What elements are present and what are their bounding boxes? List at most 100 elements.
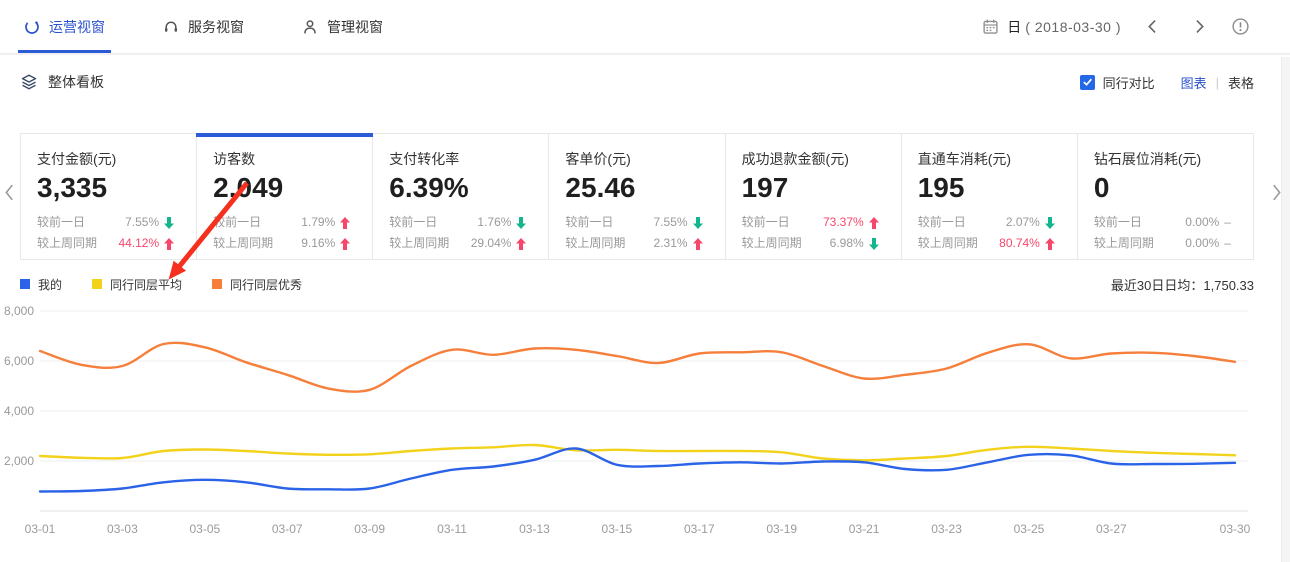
tab-operations-view[interactable]: 运营视窗	[18, 0, 111, 53]
trend-flat-icon: –	[1224, 215, 1231, 229]
trend-up-icon	[1044, 237, 1055, 250]
vertical-scrollbar[interactable]	[1281, 57, 1290, 562]
trend-down-icon	[1044, 216, 1055, 229]
trend-up-icon	[692, 237, 703, 250]
chevron-left-icon	[1148, 20, 1156, 33]
trend-up-icon	[516, 237, 527, 250]
date-prev-button[interactable]	[1147, 19, 1158, 34]
active-card-indicator	[196, 133, 374, 137]
recent-30d-average: 最近30日日均：1,750.33	[1111, 275, 1254, 294]
x-axis-tick-label: 03-19	[766, 522, 797, 536]
metric-card-title: 钻石展位消耗(元)	[1093, 151, 1202, 167]
metric-card-stat: 较前一日 0.00% –	[1094, 212, 1231, 233]
stat-value: 73.37%	[823, 215, 864, 229]
x-axis-tick-label: 03-11	[437, 522, 467, 536]
info-icon[interactable]	[1231, 17, 1250, 36]
metric-cards-section: 支付金额(元) 3,335 较前一日 7.55% 较上周同期 44.12% 访客数 2,049…	[5, 133, 1281, 260]
stat-value: 1.76%	[477, 215, 512, 229]
chart-legend-row: 我的 同行同层平均 同行同层优秀 最近30日日均：1,750.33	[20, 274, 1254, 294]
metric-card-stat: 较前一日 1.79%	[213, 212, 351, 233]
x-axis-tick-label: 03-01	[25, 522, 56, 536]
stat-value: 44.12%	[118, 236, 160, 250]
chevron-left-icon	[5, 184, 13, 201]
tab-service-view[interactable]: 服务视窗	[157, 0, 250, 53]
metric-card-stat: 较上周同期 44.12%	[37, 233, 175, 254]
metric-card-stat: 较上周同期 0.00% –	[1094, 233, 1231, 254]
stat-label: 较前一日	[741, 215, 790, 229]
x-axis-tick-label: 03-21	[849, 522, 880, 536]
stat-label: 较上周同期	[213, 236, 274, 250]
cards-prev-button[interactable]	[3, 183, 16, 207]
stat-label: 较前一日	[37, 215, 86, 229]
trend-down-icon	[164, 216, 175, 229]
y-axis-tick-label: 8,000	[4, 304, 34, 318]
metric-card[interactable]: 支付转化率 6.39% 较前一日 1.76% 较上周同期 29.04%	[373, 134, 550, 259]
peer-compare-checkbox[interactable]	[1079, 74, 1095, 90]
peer-compare-label[interactable]: 同行对比	[1102, 75, 1155, 91]
section-title: 整体看板	[48, 74, 104, 90]
x-axis-tick-label: 03-07	[272, 522, 303, 536]
metric-card-value: 0	[1093, 172, 1110, 203]
x-axis-tick-label: 03-13	[519, 522, 550, 536]
metric-card[interactable]: 支付金额(元) 3,335 较前一日 7.55% 较上周同期 44.12%	[21, 134, 198, 259]
stat-value: 80.74%	[999, 236, 1040, 250]
view-mode-table[interactable]: 表格	[1227, 75, 1254, 91]
legend-swatch	[20, 279, 30, 289]
tab-label: 管理视窗	[327, 18, 383, 35]
stat-value: 0.00%	[1185, 236, 1220, 250]
tab-label: 运营视窗	[49, 18, 105, 35]
legend-item[interactable]: 我的	[20, 276, 62, 293]
stat-value: 1.79%	[301, 215, 336, 229]
metric-card[interactable]: 客单价(元) 25.46 较前一日 7.55% 较上周同期 2.31%	[549, 134, 726, 259]
metric-cards: 支付金额(元) 3,335 较前一日 7.55% 较上周同期 44.12% 访客数 2,049…	[20, 133, 1254, 260]
legend-swatch	[212, 279, 223, 289]
metric-card-title: 支付金额(元)	[37, 151, 117, 167]
date-granularity[interactable]: 日	[1007, 18, 1022, 35]
stat-label: 较前一日	[917, 215, 966, 229]
trend-up-icon	[340, 237, 351, 250]
x-axis-tick-label: 03-03	[107, 522, 138, 536]
x-axis-tick-label: 03-15	[602, 522, 633, 536]
metric-card-title: 客单价(元)	[565, 151, 631, 167]
date-range[interactable]: ( 2018-03-30 )	[1025, 18, 1121, 35]
view-tabs: 运营视窗 服务视窗 管理视窗	[18, 0, 435, 53]
metric-card[interactable]: 成功退款金额(元) 197 较前一日 73.37% 较上周同期 6.98%	[725, 134, 902, 259]
trend-line-chart[interactable]: 8,000 6,000 4,000 2,000 03-01 03-03 03-05 03-07…	[0, 300, 1290, 548]
metric-card-stat: 较前一日 73.37%	[742, 212, 879, 233]
trend-down-icon	[868, 237, 879, 250]
metric-card-title: 成功退款金额(元)	[741, 151, 849, 167]
avg-value: 1,750.33	[1203, 277, 1254, 293]
metric-card-title: 直通车消耗(元)	[917, 151, 1012, 167]
x-axis-tick-label: 03-23	[931, 522, 962, 536]
stat-label: 较前一日	[213, 215, 262, 229]
y-axis-tick-label: 6,000	[4, 354, 34, 368]
x-axis-tick-label: 03-09	[354, 522, 385, 536]
metric-card[interactable]: 钻石展位消耗(元) 0 较前一日 0.00% – 较上周同期 0.00% –	[1077, 134, 1253, 259]
stat-label: 较上周同期	[917, 236, 978, 250]
info-circle-glyph	[1232, 18, 1249, 35]
view-mode-separator: |	[1215, 74, 1219, 90]
metric-card[interactable]: 直通车消耗(元) 195 较前一日 2.07% 较上周同期 80.74%	[901, 134, 1078, 259]
date-next-button[interactable]	[1194, 19, 1205, 34]
stat-label: 较前一日	[1093, 215, 1142, 229]
date-controls: 日 ( 2018-03-30 )	[982, 17, 1250, 37]
chevron-right-icon	[1196, 20, 1204, 33]
stat-label: 较上周同期	[565, 236, 626, 250]
cards-next-button[interactable]	[1270, 183, 1283, 207]
tab-management-view[interactable]: 管理视窗	[296, 0, 389, 53]
chevron-right-icon	[1273, 184, 1281, 201]
stat-value: 6.98%	[829, 236, 864, 250]
management-view-icon	[304, 19, 316, 33]
metric-card-value: 195	[917, 172, 965, 203]
legend-item[interactable]: 同行同层平均	[92, 276, 182, 293]
active-tab-underline	[18, 50, 111, 53]
metric-card-value: 6.39%	[389, 172, 469, 203]
trend-up-icon	[164, 237, 175, 250]
y-axis-tick-label: 2,000	[4, 454, 34, 468]
view-mode-chart[interactable]: 图表	[1180, 75, 1207, 91]
metric-card-stat: 较前一日 7.55%	[565, 212, 703, 233]
metric-card-stat: 较上周同期 9.16%	[213, 233, 351, 254]
metric-card[interactable]: 访客数 2,049 较前一日 1.79% 较上周同期 9.16%	[196, 133, 374, 259]
legend-item[interactable]: 同行同层优秀	[212, 276, 302, 293]
dashboard-toolbar: 整体看板 同行对比 图表 | 表格	[0, 55, 1290, 109]
